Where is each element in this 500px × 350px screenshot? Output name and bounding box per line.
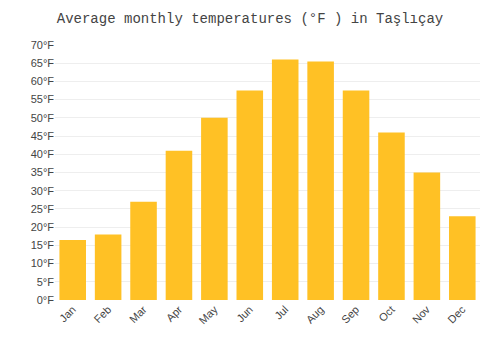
svg-text:45°F: 45°F <box>31 130 55 142</box>
svg-text:Dec: Dec <box>445 303 468 326</box>
svg-text:Average monthly temperatures (: Average monthly temperatures (°F ) in Ta… <box>57 11 443 27</box>
svg-text:60°F: 60°F <box>31 75 55 87</box>
svg-text:Jan: Jan <box>57 303 78 324</box>
svg-text:Aug: Aug <box>304 303 326 325</box>
svg-text:55°F: 55°F <box>31 93 55 105</box>
svg-text:15°F: 15°F <box>31 239 55 251</box>
svg-text:40°F: 40°F <box>31 148 55 160</box>
svg-text:30°F: 30°F <box>31 185 55 197</box>
svg-text:5°F: 5°F <box>37 276 55 288</box>
svg-text:May: May <box>197 303 221 327</box>
svg-text:Feb: Feb <box>92 303 114 325</box>
svg-text:35°F: 35°F <box>31 166 55 178</box>
svg-text:Mar: Mar <box>127 303 149 325</box>
svg-text:70°F: 70°F <box>31 39 55 51</box>
svg-text:20°F: 20°F <box>31 221 55 233</box>
svg-text:50°F: 50°F <box>31 112 55 124</box>
svg-text:Sep: Sep <box>339 303 361 325</box>
svg-text:10°F: 10°F <box>31 257 55 269</box>
svg-text:Oct: Oct <box>376 303 397 324</box>
svg-text:65°F: 65°F <box>31 57 55 69</box>
svg-text:Apr: Apr <box>164 303 185 324</box>
svg-text:25°F: 25°F <box>31 203 55 215</box>
svg-text:Jul: Jul <box>272 303 290 321</box>
svg-text:Jun: Jun <box>234 303 255 324</box>
svg-text:0°F: 0°F <box>37 294 55 306</box>
svg-text:Nov: Nov <box>410 303 433 326</box>
